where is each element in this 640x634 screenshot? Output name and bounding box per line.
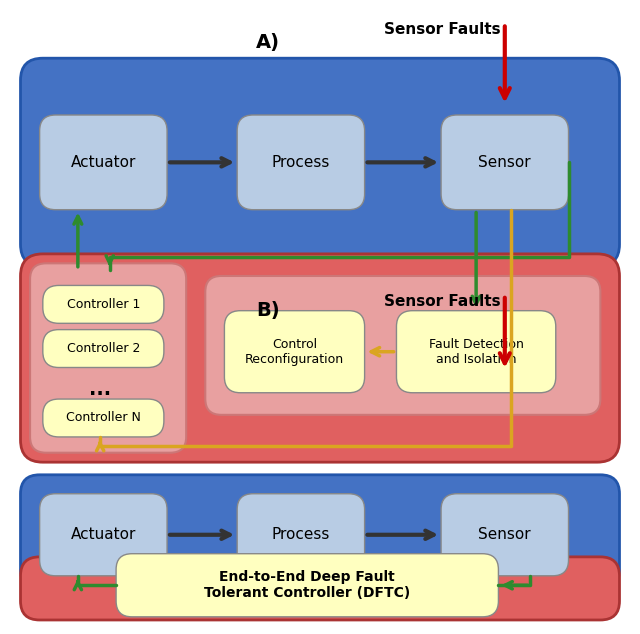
FancyBboxPatch shape [20,58,620,266]
Text: Sensor Faults: Sensor Faults [384,294,500,309]
Text: Controller N: Controller N [66,411,141,425]
Text: Fault Detection
and Isolation: Fault Detection and Isolation [429,338,524,366]
FancyBboxPatch shape [441,494,568,576]
FancyBboxPatch shape [441,115,568,210]
Text: Control
Reconfiguration: Control Reconfiguration [245,338,344,366]
FancyBboxPatch shape [20,254,620,462]
Text: End-to-End Deep Fault
Tolerant Controller (DFTC): End-to-End Deep Fault Tolerant Controlle… [204,570,410,600]
Text: Actuator: Actuator [70,527,136,542]
FancyBboxPatch shape [43,285,164,323]
Text: B): B) [256,301,280,320]
FancyBboxPatch shape [205,276,600,415]
Text: Sensor Faults: Sensor Faults [384,22,500,37]
FancyBboxPatch shape [116,553,499,617]
FancyBboxPatch shape [20,475,620,588]
Text: Actuator: Actuator [70,155,136,170]
Text: Sensor: Sensor [479,527,531,542]
FancyBboxPatch shape [237,115,365,210]
Text: ...: ... [89,380,111,399]
Text: Controller 2: Controller 2 [67,342,140,355]
Text: Controller 1: Controller 1 [67,298,140,311]
FancyBboxPatch shape [43,330,164,368]
FancyBboxPatch shape [30,263,186,453]
FancyBboxPatch shape [225,311,365,392]
FancyBboxPatch shape [20,557,620,620]
Text: Process: Process [272,527,330,542]
FancyBboxPatch shape [237,494,365,576]
Text: A): A) [256,33,280,52]
Text: Process: Process [272,155,330,170]
FancyBboxPatch shape [43,399,164,437]
FancyBboxPatch shape [40,115,167,210]
Text: Sensor: Sensor [479,155,531,170]
FancyBboxPatch shape [40,494,167,576]
FancyBboxPatch shape [396,311,556,392]
